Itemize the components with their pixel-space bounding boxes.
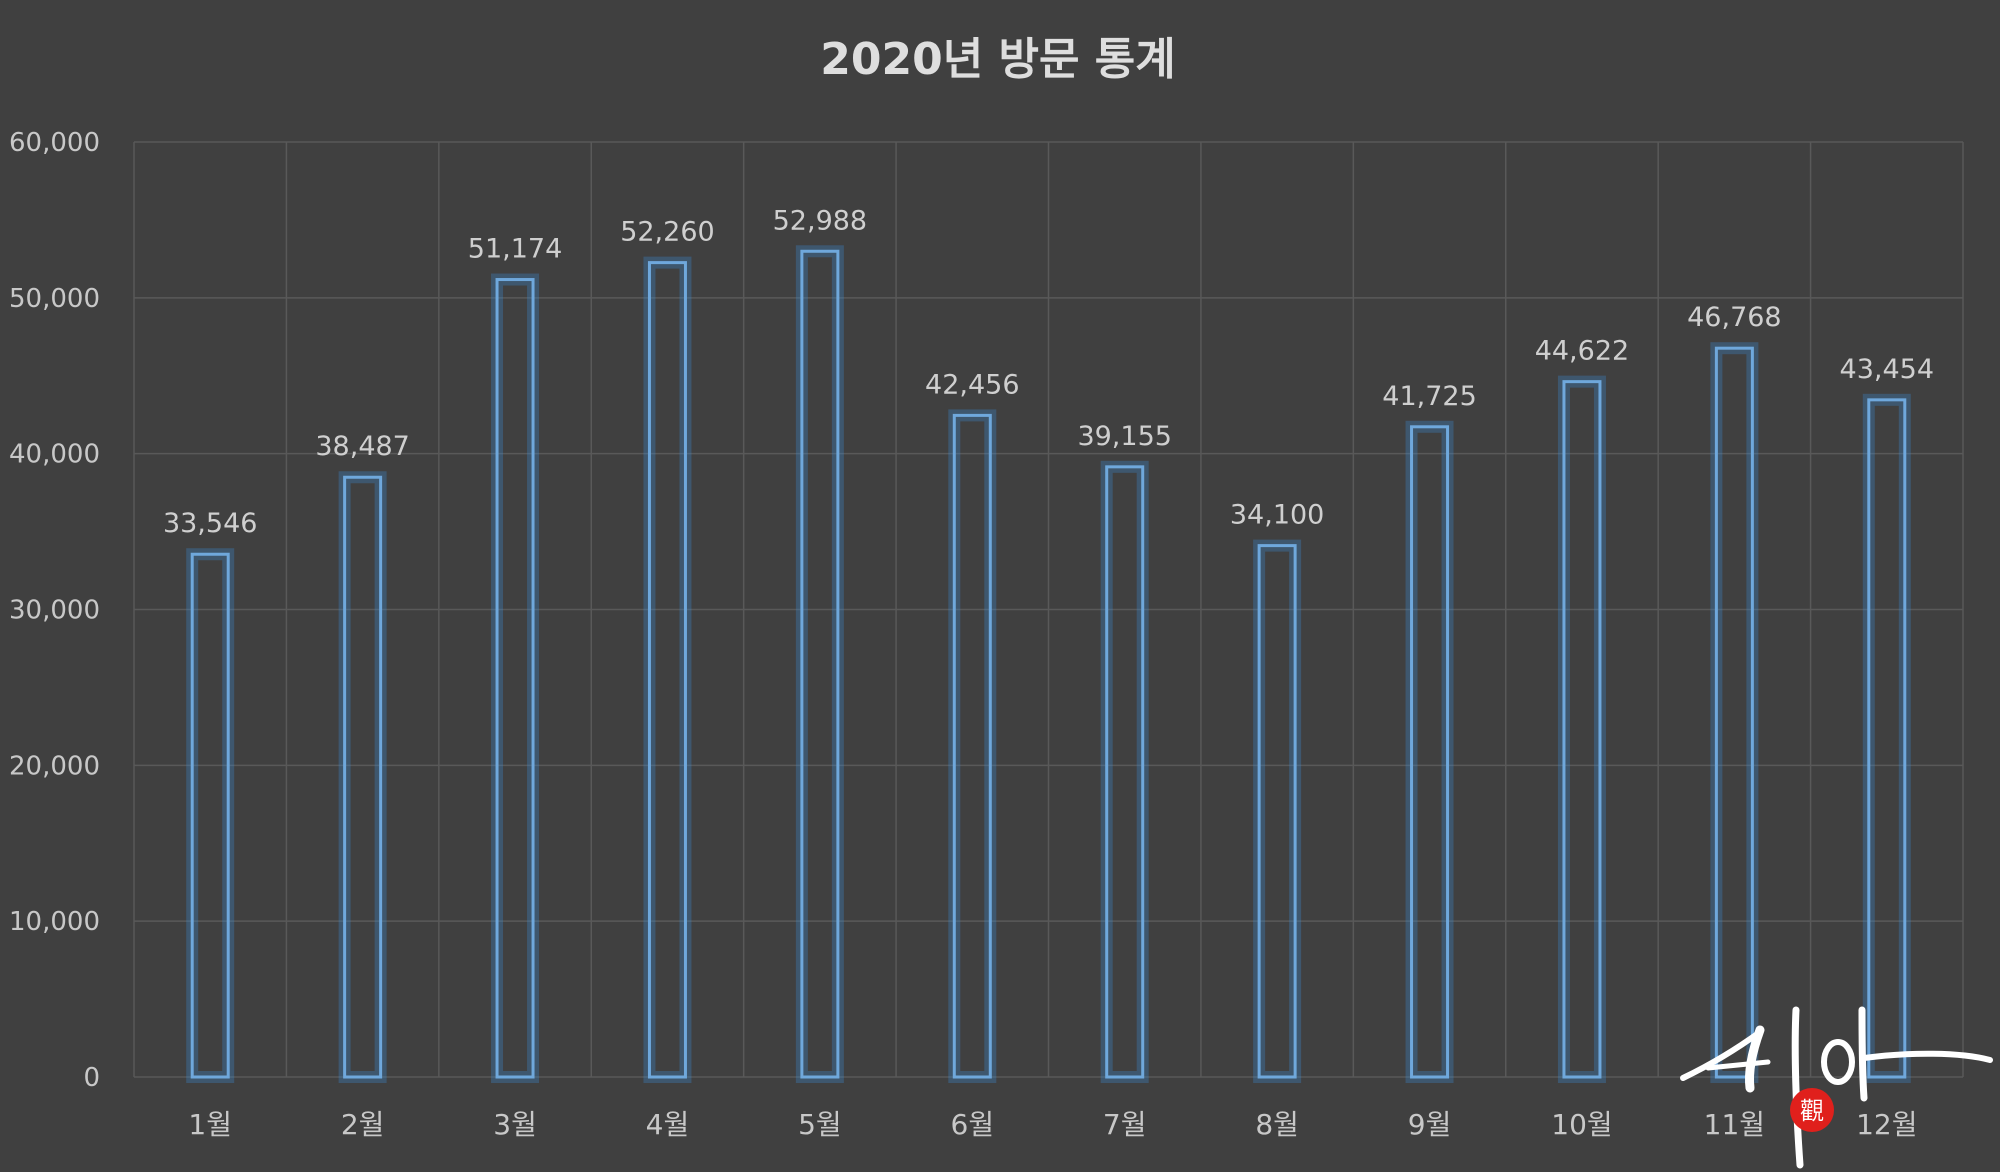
data-label: 38,487 — [315, 431, 409, 462]
seal-stamp — [1790, 1088, 1834, 1132]
data-label: 52,988 — [773, 205, 867, 236]
y-tick-label: 20,000 — [9, 751, 100, 781]
x-tick-label: 2월 — [341, 1108, 385, 1141]
x-tick-label: 7월 — [1103, 1108, 1147, 1141]
data-label: 46,768 — [1687, 302, 1781, 333]
x-tick-label: 8월 — [1255, 1108, 1299, 1141]
y-tick-label: 60,000 — [9, 128, 100, 158]
bar — [190, 552, 230, 1079]
y-tick-label: 0 — [83, 1063, 100, 1093]
data-label: 42,456 — [925, 369, 1019, 400]
bar — [647, 261, 687, 1079]
bar — [1714, 346, 1754, 1079]
data-label: 33,546 — [163, 508, 257, 539]
chart-title: 2020년 방문 통계 — [820, 34, 1176, 85]
data-labels: 33,546 38,487 51,174 52,260 52,988 42,456 39,1… — [163, 205, 1934, 539]
x-axis-ticks: 1월 2월 3월 4월 5월 6월 7월 8월 9월 10월 11월 12월 — [188, 1108, 1917, 1141]
bar — [952, 413, 992, 1079]
y-tick-label: 30,000 — [9, 596, 100, 626]
bar — [1410, 425, 1450, 1079]
x-tick-label: 9월 — [1408, 1108, 1452, 1141]
data-label: 41,725 — [1382, 381, 1476, 412]
data-label: 34,100 — [1230, 500, 1324, 531]
bars — [186, 245, 1911, 1084]
bar — [1867, 398, 1907, 1079]
y-tick-label: 50,000 — [9, 284, 100, 314]
seal-stamp-text: 觀 — [1800, 1097, 1824, 1125]
x-tick-label: 6월 — [951, 1108, 995, 1141]
x-tick-label: 10월 — [1551, 1108, 1612, 1141]
data-label: 51,174 — [468, 234, 562, 265]
data-label: 43,454 — [1840, 354, 1934, 385]
x-tick-label: 4월 — [646, 1108, 690, 1141]
x-tick-label: 1월 — [188, 1108, 232, 1141]
bar — [1562, 380, 1602, 1079]
signature-watermark: 시아 觀 — [1680, 1006, 1993, 1169]
grid-lines — [133, 141, 1964, 1078]
y-tick-label: 10,000 — [9, 907, 100, 937]
x-tick-label: 3월 — [493, 1108, 537, 1141]
bar — [800, 249, 840, 1079]
x-tick-label: 11월 — [1704, 1108, 1765, 1141]
bar — [495, 278, 535, 1079]
bar — [343, 475, 383, 1079]
data-label: 44,622 — [1535, 336, 1629, 367]
data-label: 52,260 — [620, 217, 714, 248]
bar — [1257, 544, 1297, 1079]
data-label: 39,155 — [1077, 421, 1171, 452]
y-tick-label: 40,000 — [9, 440, 100, 470]
x-tick-label: 5월 — [798, 1108, 842, 1141]
y-axis-ticks: 0 10,000 20,000 30,000 40,000 50,000 60,000 — [9, 128, 100, 1093]
bar — [1105, 465, 1145, 1079]
x-tick-label: 12월 — [1856, 1108, 1917, 1141]
